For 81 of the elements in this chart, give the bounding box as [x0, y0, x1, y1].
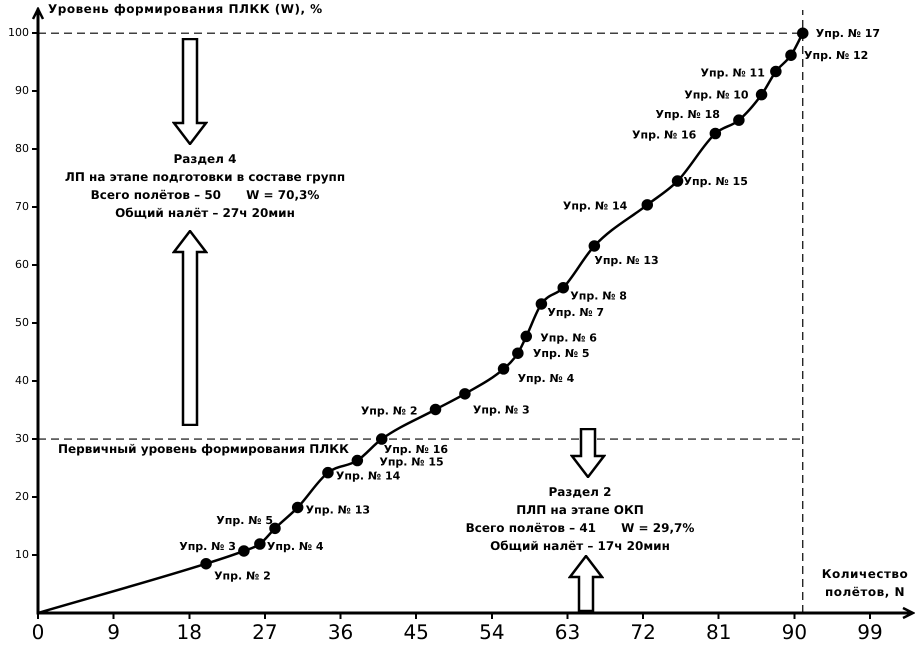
annotation: Упр. № 16 [384, 442, 448, 456]
annotation: Упр. № 13 [306, 503, 370, 516]
y-tick-label: 90 [15, 84, 29, 98]
annotation: Упр. № 2 [360, 404, 418, 418]
x-tick-label: 0 [32, 620, 44, 644]
x-tick-label: 90 [782, 620, 808, 644]
annotation: Всего полётов – 41 W = 29,7% [466, 521, 694, 535]
y-tick-label: 30 [15, 432, 29, 445]
point [588, 240, 600, 252]
x-tick-label: 45 [403, 620, 429, 644]
annotation: Упр. № 3 [472, 404, 530, 417]
annotation: ПЛП на этапе ОКП [516, 503, 644, 517]
y-tick-label: 50 [15, 316, 29, 329]
y-tick-label: 100 [8, 26, 29, 40]
annotation: Упр. № 11 [700, 66, 765, 80]
y-tick-label: 20 [15, 490, 29, 503]
annotation: Упр. № 17 [816, 27, 880, 40]
point [254, 538, 266, 550]
annotation: Раздел 2 [548, 485, 612, 499]
x-tick-label: 72 [630, 620, 656, 644]
y-tick-label: 60 [15, 258, 29, 271]
annotation: Упр. № 7 [547, 306, 604, 319]
annotation: Общий налёт – 27ч 20мин [115, 206, 295, 220]
annotation: Упр. № 6 [540, 331, 598, 344]
point [430, 404, 442, 416]
x-tick-label: 18 [176, 620, 202, 644]
point [520, 330, 532, 342]
point [238, 545, 250, 557]
point [292, 502, 304, 514]
annotation: Раздел 4 [173, 152, 236, 166]
annotation: Упр. № 15 [684, 174, 748, 188]
annotation: Упр. № 5 [216, 514, 273, 528]
point [785, 49, 797, 61]
x-tick-label: 27 [252, 620, 278, 644]
point [756, 88, 768, 100]
annotation: Упр. № 10 [684, 88, 749, 102]
annotation: Упр. № 5 [532, 347, 590, 360]
y-axis-title: Уровень формирования ПЛКК (W), % [48, 2, 323, 16]
point [770, 66, 782, 78]
annotation: Упр. № 18 [656, 108, 720, 122]
annotation: Упр. № 14 [336, 470, 401, 483]
point [376, 433, 388, 445]
annotation: Упр. № 12 [804, 49, 868, 62]
annotation: Упр. № 8 [570, 290, 627, 303]
y-tick-label: 10 [15, 548, 29, 561]
y-tick-label: 80 [15, 142, 29, 156]
point [498, 363, 510, 375]
point [797, 27, 808, 39]
point [200, 558, 212, 570]
y-tick-label: 70 [15, 200, 29, 213]
annotation: Упр. № 15 [379, 455, 444, 468]
y-tick-label: 40 [15, 374, 29, 387]
point [557, 282, 569, 294]
x-tick-label: 99 [857, 620, 883, 644]
annotation: Упр. № 14 [562, 200, 628, 213]
point [642, 199, 654, 211]
point [536, 298, 548, 310]
annotation: Общий налёт – 17ч 20мин [490, 539, 670, 553]
annotation: Упр. № 4 [518, 372, 575, 385]
point [459, 388, 471, 400]
x-tick-label: 9 [107, 620, 120, 644]
point [352, 454, 364, 466]
x-tick-label: 54 [479, 620, 505, 644]
point [733, 114, 745, 126]
annotation: Упр. № 3 [179, 540, 236, 553]
x-tick-label: 63 [554, 620, 580, 644]
annotation: Упр. № 16 [632, 128, 697, 142]
annotation: Всего полётов – 50 W = 70,3% [90, 188, 320, 202]
point [322, 466, 334, 478]
x-tick-label: 81 [706, 620, 732, 644]
annotation: Упр. № 2 [214, 570, 271, 583]
annotation: ЛП на этапе подготовки в составе групп [64, 170, 346, 184]
point [672, 175, 684, 187]
point [512, 347, 524, 359]
annotation: Упр. № 4 [266, 540, 324, 553]
annotation: Упр. № 13 [594, 254, 659, 267]
point [710, 128, 722, 140]
ref-line-label: Первичный уровень формирования ПЛКК [58, 442, 350, 456]
x-axis-title: Количество полётов, N [820, 566, 910, 601]
x-tick-label: 36 [328, 620, 354, 644]
point [269, 522, 281, 534]
